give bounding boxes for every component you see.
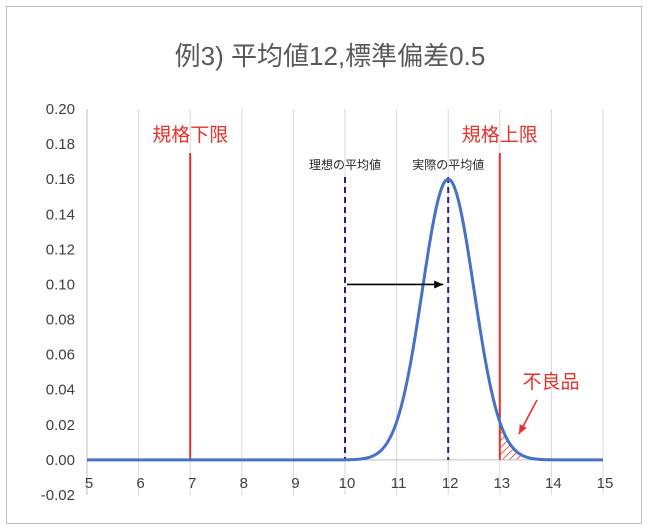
- y-tick-label: 0.08: [46, 312, 75, 329]
- y-tick-label: 0.14: [46, 206, 75, 223]
- y-tick-label: 0.20: [46, 101, 75, 118]
- x-tick-label: 5: [85, 475, 93, 492]
- x-tick-label: 12: [442, 475, 459, 492]
- y-tick-label: 0.12: [46, 241, 75, 258]
- x-tick-label: 6: [136, 475, 144, 492]
- y-tick-label: 0.18: [46, 136, 75, 153]
- y-tick-label: 0.10: [46, 276, 75, 293]
- x-tick-label: 7: [188, 475, 196, 492]
- y-tick-label: 0.06: [46, 347, 75, 364]
- x-tick-label: 9: [291, 475, 299, 492]
- x-tick-label: 15: [597, 475, 614, 492]
- y-tick-label: 0.16: [46, 171, 75, 188]
- series-line-normal-distribution: [86, 177, 604, 462]
- reference-lines-layer: [189, 153, 501, 460]
- x-tick-label: 13: [493, 475, 510, 492]
- x-tick-label: 8: [240, 475, 248, 492]
- y-tick-label: -0.02: [41, 487, 75, 504]
- chart-frame: 例3) 平均値12,標準偏差0.5 -0.02 0.00 0.02 0.04 0.06 0…: [6, 6, 642, 524]
- spec-limit-label-upper: 規格上限: [462, 124, 538, 146]
- x-tick-label: 14: [545, 475, 562, 492]
- x-tick-label: 11: [391, 475, 407, 492]
- ideal-mean-label: 理想の平均値: [309, 157, 381, 172]
- y-tick-label: 0.02: [46, 417, 75, 434]
- x-tick-label: 10: [339, 475, 356, 492]
- axes-layer: -0.02 0.00 0.02 0.04 0.06 0.08 0.10 0.12 0.14 0.1…: [41, 101, 614, 504]
- chart-title: 例3) 平均値12,標準偏差0.5: [175, 41, 486, 71]
- chart-canvas: 例3) 平均値12,標準偏差0.5 -0.02 0.00 0.02 0.04 0.06 0…: [41, 41, 614, 504]
- defect-label: 不良品: [522, 371, 579, 393]
- spec-limit-label-lower: 規格下限: [152, 124, 228, 146]
- y-tick-label: 0.00: [46, 452, 75, 469]
- actual-mean-label: 実際の平均値: [412, 157, 484, 172]
- series-layer: [86, 177, 604, 462]
- defect-arrow: [518, 399, 538, 435]
- y-tick-label: 0.04: [46, 382, 75, 399]
